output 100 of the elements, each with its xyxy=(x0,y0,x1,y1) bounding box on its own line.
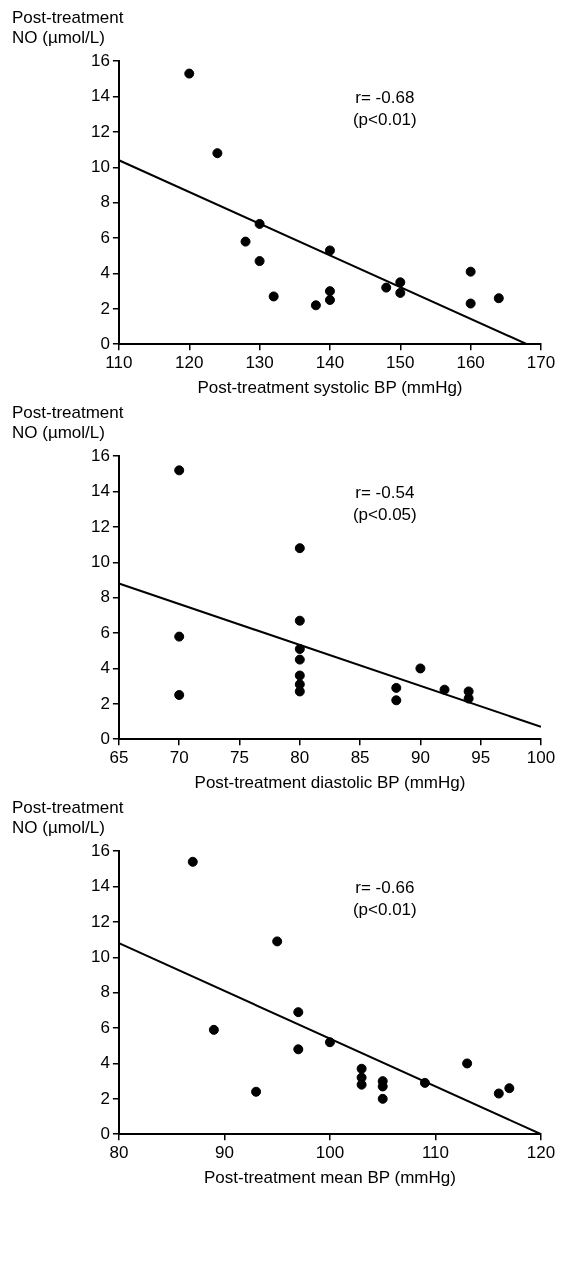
point xyxy=(268,291,279,302)
y-tick-label: 10 xyxy=(90,552,110,572)
y-tick-label: 2 xyxy=(100,1088,110,1108)
point xyxy=(240,236,251,247)
point xyxy=(395,277,406,288)
point xyxy=(391,682,402,693)
x-axis-title: Post-treatment diastolic BP (mmHg) xyxy=(194,773,466,793)
point xyxy=(415,663,426,674)
x-tick-label: 100 xyxy=(315,1143,345,1163)
x-tick-label: 70 xyxy=(169,748,189,768)
point xyxy=(493,293,504,304)
y-tick-label: 10 xyxy=(90,157,110,177)
x-axis-title: Post-treatment mean BP (mmHg) xyxy=(203,1168,456,1188)
point xyxy=(254,218,265,229)
y-tick-label: 12 xyxy=(90,121,110,141)
point xyxy=(294,670,305,681)
point xyxy=(174,631,185,642)
point xyxy=(439,684,450,695)
y-tick-label: 4 xyxy=(100,263,110,283)
annotation: r= -0.54 xyxy=(355,483,415,503)
annotation: (p<0.05) xyxy=(352,505,417,525)
y-tick-label: 2 xyxy=(100,693,110,713)
point xyxy=(251,1086,262,1097)
y-tick-label: 2 xyxy=(100,298,110,318)
point xyxy=(187,856,198,867)
annotation: r= -0.66 xyxy=(355,878,415,898)
x-tick-label: 120 xyxy=(175,353,204,373)
x-tick-label: 100 xyxy=(526,748,556,768)
x-tick-label: 110 xyxy=(421,1143,450,1163)
point xyxy=(419,1077,430,1088)
y-axis-title: Post-treatment NO (µmol/L) xyxy=(12,403,125,443)
point xyxy=(465,266,476,277)
y-tick-label: 8 xyxy=(100,982,110,1002)
y-tick-label: 0 xyxy=(100,1123,110,1143)
point xyxy=(395,287,406,298)
point xyxy=(174,689,185,700)
y-tick-label: 10 xyxy=(90,947,110,967)
x-tick-label: 85 xyxy=(350,748,370,768)
point xyxy=(212,148,223,159)
x-axis-title: Post-treatment systolic BP (mmHg) xyxy=(197,378,463,398)
y-axis-title: Post-treatment NO (µmol/L) xyxy=(12,8,125,48)
point xyxy=(324,294,335,305)
point xyxy=(208,1024,219,1035)
annotation: (p<0.01) xyxy=(352,900,417,920)
point xyxy=(462,1058,473,1069)
x-tick-label: 120 xyxy=(526,1143,556,1163)
point xyxy=(294,643,305,654)
point xyxy=(293,1044,304,1055)
point xyxy=(254,256,265,267)
y-tick-label: 16 xyxy=(90,840,110,860)
point xyxy=(356,1063,367,1074)
y-tick-label: 6 xyxy=(100,227,110,247)
x-tick-label: 65 xyxy=(109,748,129,768)
point xyxy=(294,654,305,665)
y-tick-label: 4 xyxy=(100,1053,110,1073)
x-tick-label: 150 xyxy=(386,353,415,373)
y-tick-label: 8 xyxy=(100,192,110,212)
y-axis-title: Post-treatment NO (µmol/L) xyxy=(12,798,125,838)
x-tick-label: 80 xyxy=(290,748,310,768)
point xyxy=(324,1037,335,1048)
x-tick-label: 130 xyxy=(245,353,274,373)
x-tick-label: 90 xyxy=(410,748,430,768)
point xyxy=(294,615,305,626)
x-tick-label: 170 xyxy=(526,353,556,373)
x-tick-label: 90 xyxy=(214,1143,234,1163)
y-tick-label: 12 xyxy=(90,911,110,931)
x-tick-label: 110 xyxy=(105,353,133,373)
y-tick-label: 16 xyxy=(90,50,110,70)
point xyxy=(293,1007,304,1018)
point xyxy=(504,1083,515,1094)
point xyxy=(324,286,335,297)
point xyxy=(272,936,283,947)
x-tick-label: 80 xyxy=(109,1143,129,1163)
annotation: r= -0.68 xyxy=(355,88,415,108)
point xyxy=(377,1093,388,1104)
y-tick-label: 14 xyxy=(90,876,110,896)
x-tick-label: 75 xyxy=(230,748,249,768)
point xyxy=(174,465,185,476)
point xyxy=(493,1088,504,1099)
point xyxy=(465,298,476,309)
y-tick-label: 4 xyxy=(100,658,110,678)
y-tick-label: 16 xyxy=(90,445,110,465)
x-tick-label: 95 xyxy=(471,748,491,768)
point xyxy=(310,300,321,311)
y-tick-label: 12 xyxy=(90,516,110,536)
x-tick-label: 140 xyxy=(315,353,345,373)
point xyxy=(324,245,335,256)
x-tick-label: 160 xyxy=(456,353,485,373)
y-tick-label: 0 xyxy=(100,333,110,353)
annotation: (p<0.01) xyxy=(352,110,417,130)
point xyxy=(294,543,305,554)
point xyxy=(381,282,392,293)
y-tick-label: 6 xyxy=(100,1017,110,1037)
y-tick-label: 6 xyxy=(100,622,110,642)
y-tick-label: 14 xyxy=(90,86,110,106)
y-tick-label: 14 xyxy=(90,481,110,501)
point xyxy=(391,695,402,706)
y-tick-label: 0 xyxy=(100,728,110,748)
y-tick-label: 8 xyxy=(100,587,110,607)
point xyxy=(184,68,195,79)
